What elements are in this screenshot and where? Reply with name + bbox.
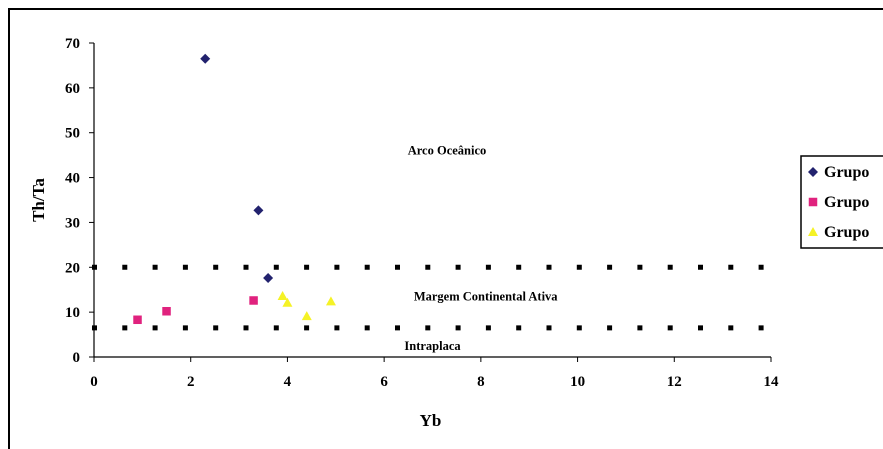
point-diamond: [200, 53, 211, 64]
legend-label: Grupo: [824, 224, 869, 241]
x-tick-label: 8: [477, 374, 485, 390]
point-square: [162, 306, 171, 316]
x-tick-label: 6: [380, 374, 388, 390]
legend-marker-square: [808, 197, 818, 207]
region-label: Intraplaca: [404, 339, 461, 353]
region-labels: Arco Oceânico Margem Continental Ativa Int…: [404, 144, 558, 353]
y-tick-label: 60: [65, 81, 80, 97]
y-tick-label: 0: [73, 350, 81, 366]
point-diamond: [263, 273, 274, 284]
point-triangle: [301, 311, 312, 321]
x-tick-labels: 0 2 4 6 8 10 12 14: [90, 374, 779, 390]
axes: [89, 42, 772, 362]
y-tick-label: 40: [65, 171, 80, 187]
region-label: Margem Continental Ativa: [414, 289, 558, 303]
point-triangle: [277, 290, 288, 300]
x-tick-label: 0: [90, 374, 98, 390]
point-triangle: [325, 296, 336, 306]
x-axis-title: Yb: [420, 411, 442, 430]
point-diamond: [253, 205, 264, 216]
x-tick-label: 14: [764, 374, 780, 390]
x-tick-label: 4: [284, 374, 292, 390]
legend-label: Grupo: [824, 164, 869, 181]
y-tick-label: 20: [65, 260, 80, 276]
boundary-lines: [92, 264, 767, 331]
y-tick-label: 10: [65, 305, 80, 321]
y-tick-label: 50: [65, 126, 80, 142]
x-tick-label: 10: [570, 374, 585, 390]
legend-marker-triangle: [808, 227, 818, 236]
data-points: [133, 53, 336, 325]
y-tick-label: 70: [65, 36, 80, 52]
region-label: Arco Oceânico: [408, 144, 487, 158]
legend-marker-diamond: [808, 167, 818, 177]
point-square: [133, 315, 142, 325]
y-tick-labels: 0 10 20 30 40 50 60 70: [65, 36, 80, 366]
point-square: [249, 296, 258, 305]
legend-label: Grupo: [824, 194, 869, 211]
point-triangle: [282, 297, 293, 307]
y-tick-label: 30: [65, 215, 80, 231]
x-tick-label: 2: [187, 374, 195, 390]
x-tick-label: 12: [667, 374, 682, 390]
y-axis-title: Th/Ta: [29, 178, 48, 222]
legend: Grupo Grupo Grupo: [800, 155, 883, 249]
